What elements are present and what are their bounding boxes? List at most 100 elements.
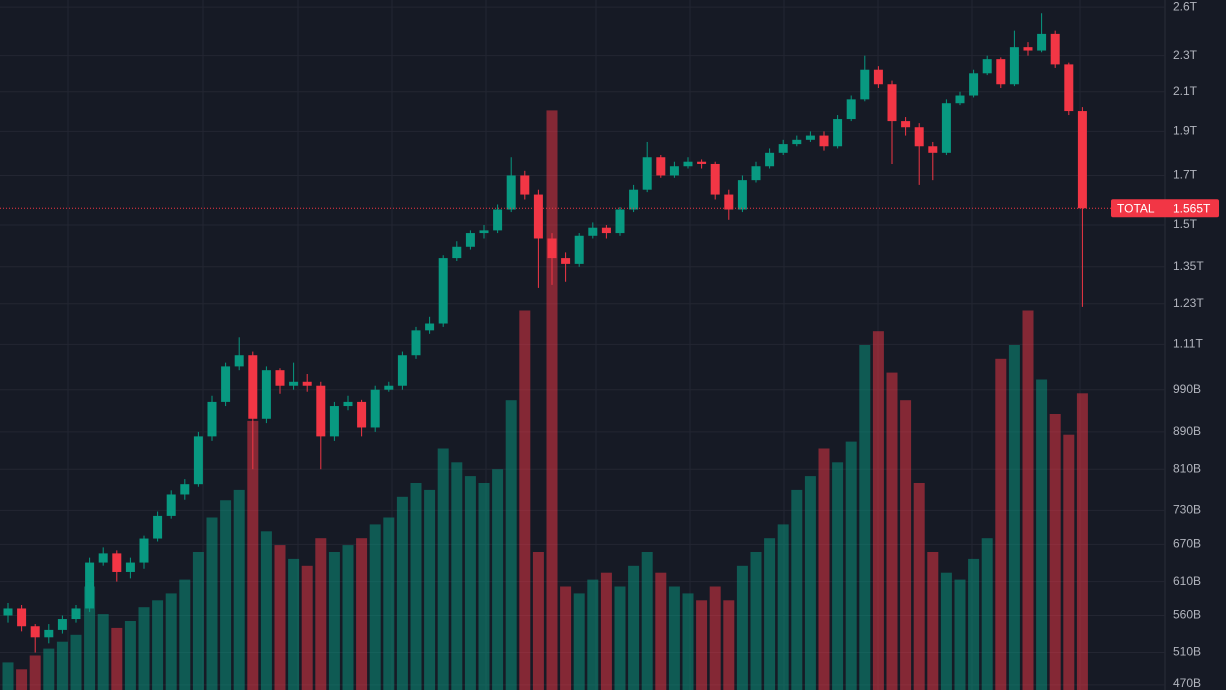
volume-bar <box>750 552 762 690</box>
candle-body <box>914 127 924 147</box>
candle-body <box>996 59 1006 85</box>
candle-body <box>329 406 339 437</box>
volume-bar <box>16 669 28 690</box>
candle-body <box>778 144 788 153</box>
volume-bar <box>192 552 204 690</box>
candle-body <box>289 381 299 386</box>
volume-bar <box>111 627 123 690</box>
candle-body <box>765 152 775 167</box>
candle-body <box>601 227 611 234</box>
y-tick-label: 2.1T <box>1173 84 1198 98</box>
y-tick-label: 990B <box>1173 382 1201 396</box>
volume-bar <box>845 441 857 690</box>
volume-bar <box>165 593 177 690</box>
last-price-tag <box>1111 199 1219 218</box>
candle-body <box>316 385 326 437</box>
volume-bar <box>968 558 980 690</box>
volume-bar <box>682 593 694 690</box>
volume-bar <box>913 483 925 690</box>
candle-body <box>44 629 54 638</box>
candle-body <box>234 355 244 367</box>
candle-body <box>30 626 40 638</box>
candle-body <box>710 163 720 195</box>
volume-bar <box>546 110 558 690</box>
candle-body <box>629 189 639 210</box>
volume-bar <box>274 545 286 690</box>
candle-body <box>520 175 530 195</box>
volume-bar <box>179 579 191 690</box>
volume-bar <box>2 662 14 690</box>
candle-body <box>873 69 883 85</box>
candle-body <box>887 84 897 122</box>
volume-bar <box>1063 434 1075 690</box>
candle-body <box>941 103 951 153</box>
candle-body <box>452 246 462 259</box>
volume-bar <box>804 476 816 690</box>
y-tick-label: 1.9T <box>1173 124 1198 138</box>
candle-body <box>71 608 81 620</box>
candle-body <box>248 355 258 419</box>
candle-body <box>1037 33 1047 51</box>
candle-body <box>193 436 203 485</box>
candle-body <box>833 119 843 147</box>
candle-body <box>261 370 271 419</box>
candle-body <box>724 194 734 210</box>
candle-body <box>411 330 421 356</box>
volume-bar <box>138 607 150 690</box>
volume-bar <box>437 448 449 690</box>
y-tick-label: 510B <box>1173 645 1201 659</box>
volume-bar <box>600 572 612 690</box>
volume-bar <box>791 489 803 690</box>
volume-bar <box>247 420 259 690</box>
candle-body <box>1064 64 1074 112</box>
candle-body <box>561 258 571 264</box>
volume-bar <box>301 565 313 690</box>
y-tick-label: 1.11T <box>1173 337 1203 351</box>
candle-body <box>343 401 353 407</box>
candle-body <box>1009 47 1019 85</box>
candle-body <box>397 355 407 386</box>
volume-bar <box>764 538 776 690</box>
y-tick-label: 1.5T <box>1173 217 1198 231</box>
volume-bar <box>995 358 1007 690</box>
volume-bar <box>723 600 735 690</box>
candle-body <box>642 157 652 190</box>
volume-bar <box>492 469 504 690</box>
candle-body <box>85 562 95 609</box>
candle-body <box>370 389 380 428</box>
volume-bar <box>505 400 517 690</box>
candle-body <box>98 553 108 563</box>
candle-body <box>846 99 856 120</box>
volume-bar <box>1008 345 1020 690</box>
candle-body <box>17 608 27 627</box>
volume-bar <box>614 586 626 690</box>
candle-body <box>302 381 312 386</box>
y-tick-label: 730B <box>1173 503 1201 517</box>
volume-bar <box>288 558 300 690</box>
volume-bar <box>628 565 640 690</box>
volume-bar <box>356 538 368 690</box>
volume-bar <box>206 517 218 690</box>
volume-bar <box>383 517 395 690</box>
volume-bar <box>519 310 531 690</box>
y-tick-label: 1.7T <box>1173 168 1198 182</box>
candle-body <box>465 233 475 247</box>
y-tick-label: 670B <box>1173 537 1201 551</box>
volume-bar <box>1076 393 1088 690</box>
volume-bar <box>859 345 871 690</box>
volume-bar <box>900 400 912 690</box>
volume-bar <box>668 586 680 690</box>
volume-bar <box>328 552 340 690</box>
last-price-name: TOTAL <box>1117 201 1155 215</box>
y-tick-label: 1.35T <box>1173 259 1204 273</box>
candle-body <box>615 209 625 234</box>
volume-bar <box>696 600 708 690</box>
candle-body <box>792 139 802 145</box>
volume-bar <box>369 524 381 690</box>
volume-bar <box>220 500 232 690</box>
volume-bar <box>736 565 748 690</box>
volume-bar <box>1036 379 1048 690</box>
candle-body <box>493 209 503 231</box>
volume-bar <box>464 476 476 690</box>
